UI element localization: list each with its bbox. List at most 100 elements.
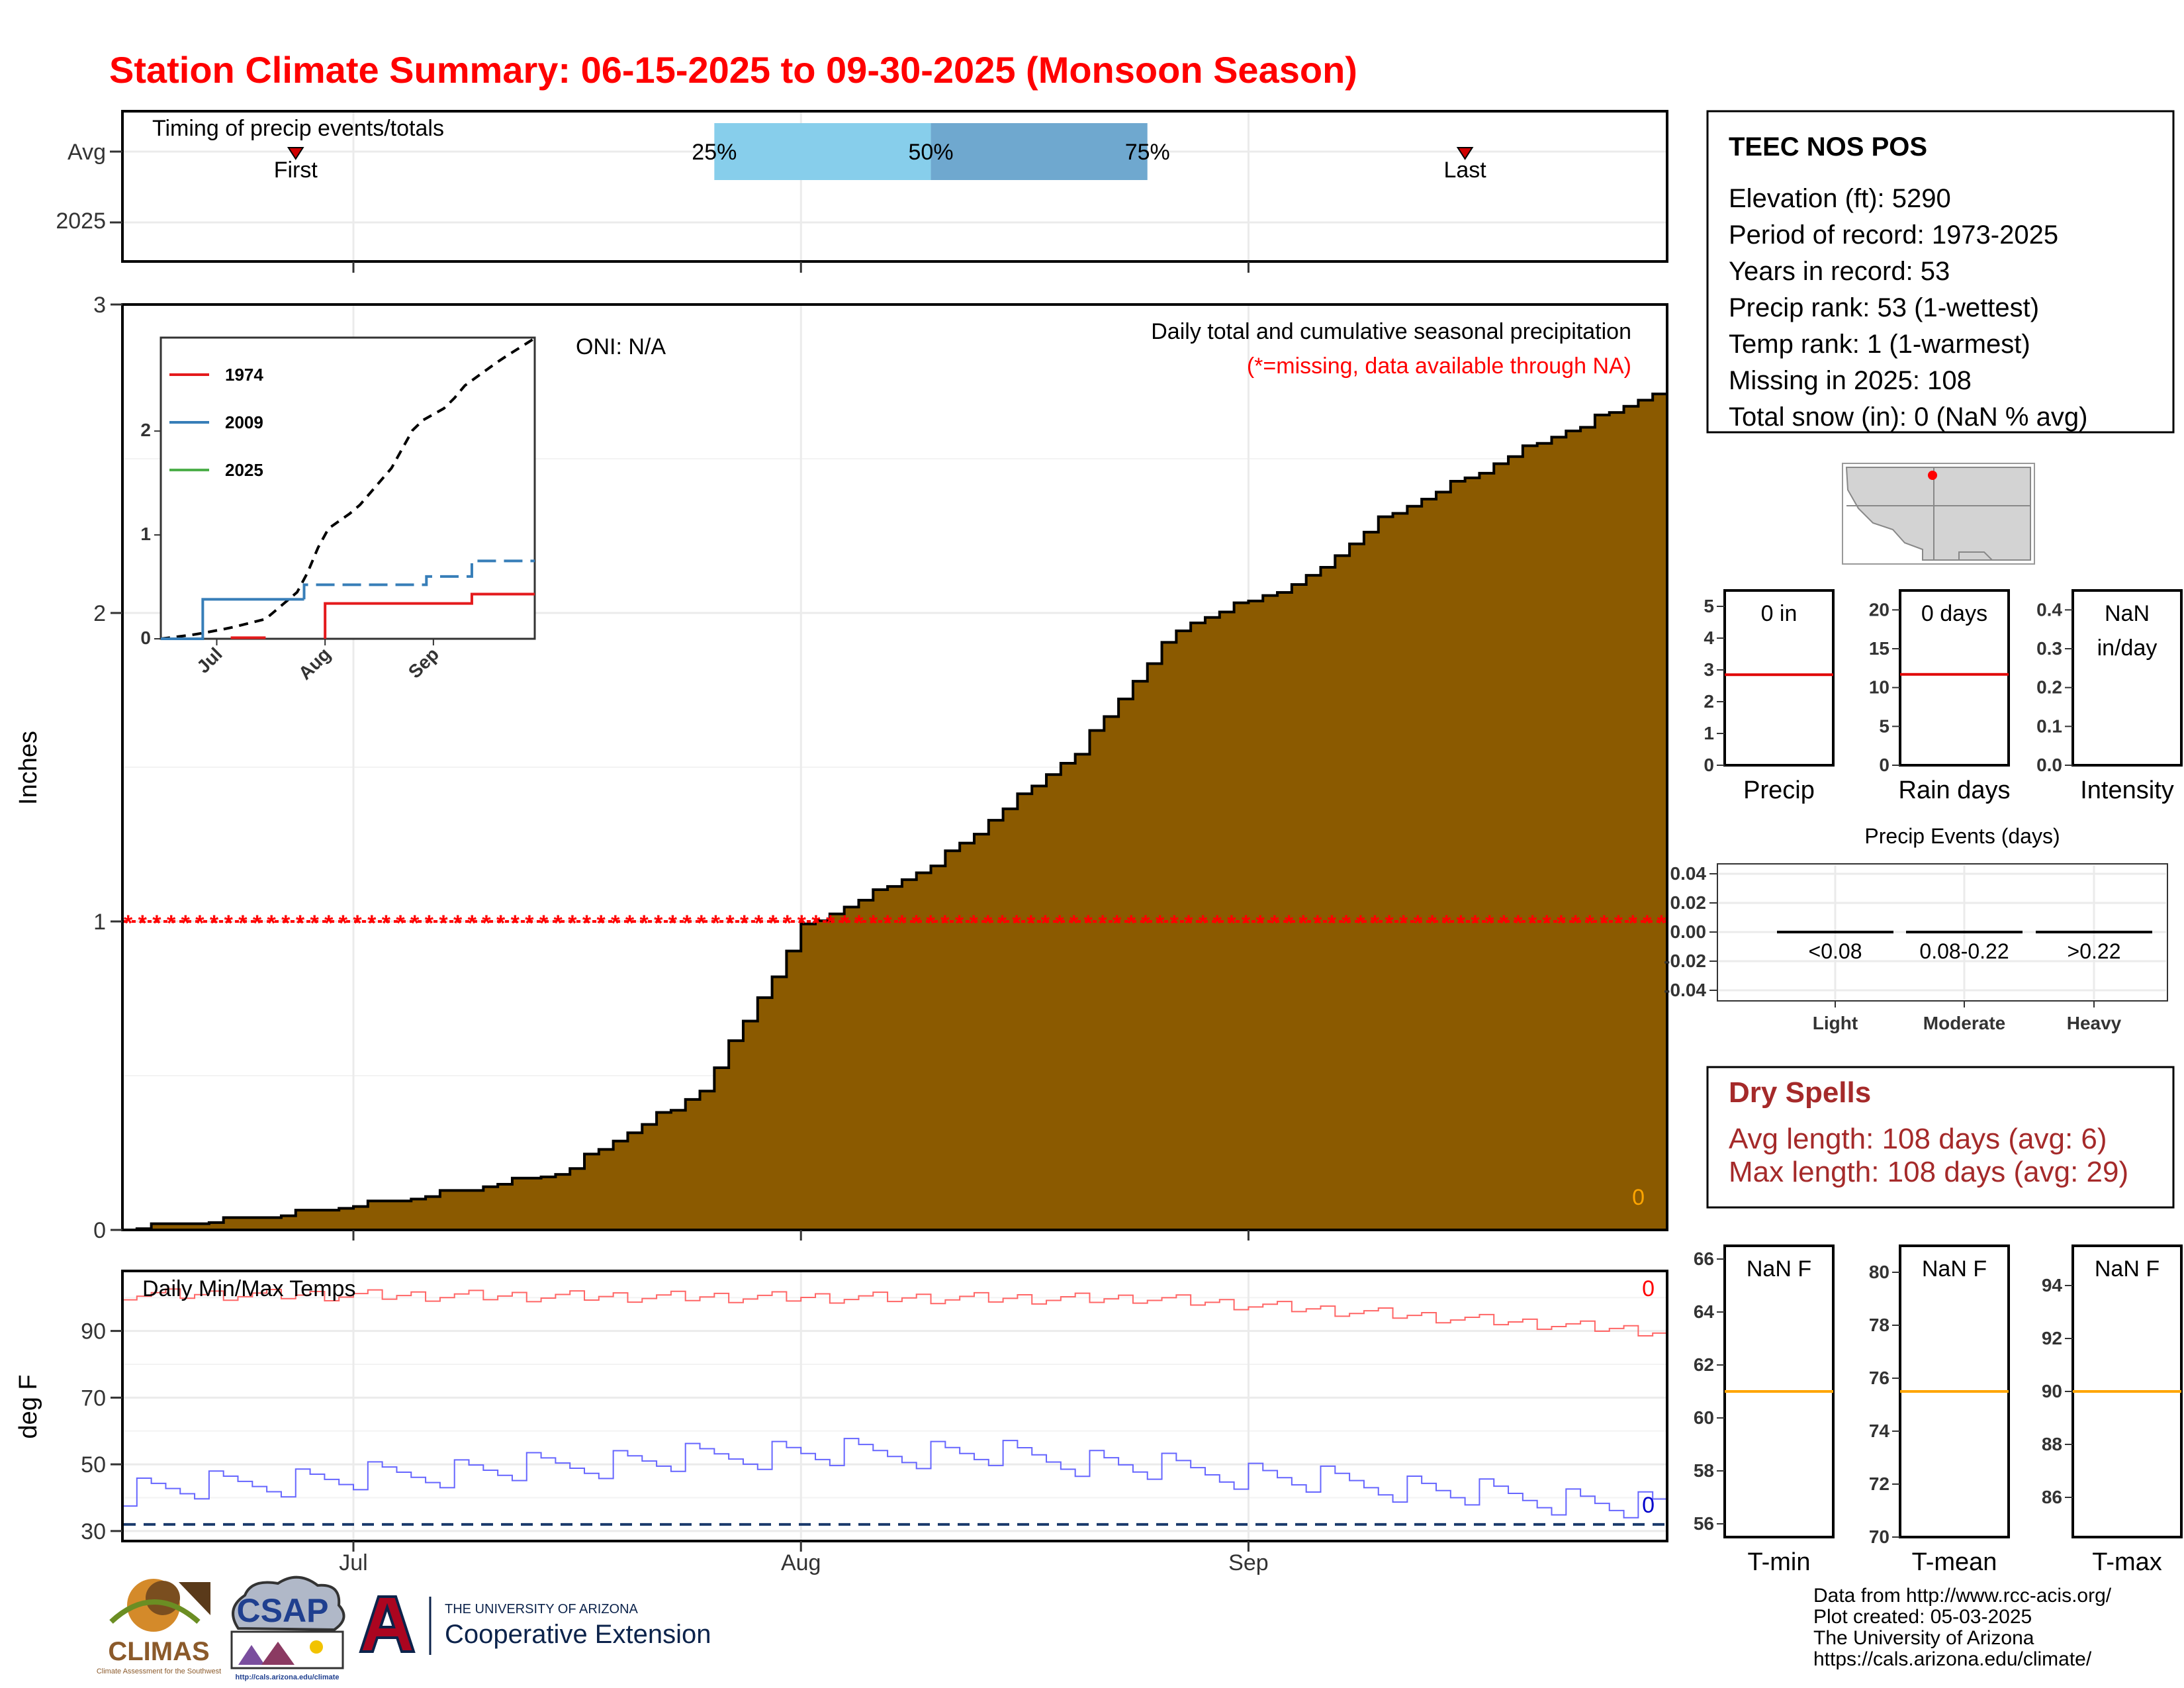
tmin-label: T-min [1748, 1548, 1811, 1576]
events-ytick: -0.02 [1664, 951, 1706, 971]
rain-days-ytick: 15 [1869, 638, 1889, 659]
events-range-label: >0.22 [2068, 939, 2121, 963]
precip-bar-panel: 0 1 2 3 4 5 0 in Precip [1704, 589, 1835, 804]
tmean-ytick: 76 [1869, 1368, 1889, 1388]
tmin-value: NaN F [1747, 1256, 1811, 1282]
events-ytick: -0.04 [1664, 980, 1706, 1000]
timing-panel: Timing of precip events/totals Avg 2025 … [56, 110, 1668, 273]
cumulative-precip-area [122, 384, 1668, 1231]
tmin-ytick: 62 [1694, 1354, 1714, 1375]
tmax-ytick: 86 [2042, 1487, 2062, 1507]
last-event-label: Last [1443, 158, 1486, 183]
tmax-ytick: 94 [2042, 1275, 2063, 1295]
tmax-ytick: 90 [2042, 1381, 2062, 1401]
dry-spells-avg: Avg length: 108 days (avg: 6) [1729, 1123, 2107, 1155]
footer-line-4: https://cals.arizona.edu/climate/ [1813, 1648, 2092, 1670]
climas-logo-subtext: Climate Assessment for the Southwest [97, 1667, 221, 1675]
tmean-value: NaN F [1922, 1256, 1987, 1282]
rain-days-ytick: 20 [1869, 599, 1889, 620]
precip-ytick: 3 [1704, 659, 1714, 680]
date-xtick: Sep [1228, 1550, 1269, 1575]
precip-zero-label: 0 [1632, 1185, 1645, 1210]
intensity-ytick: 0.0 [2036, 755, 2062, 775]
temps-ytick: 90 [81, 1319, 106, 1344]
inset-2009-line [161, 598, 304, 640]
precip-value: 0 in [1761, 601, 1797, 626]
events-range-label: <0.08 [1809, 939, 1862, 963]
tmean-ytick: 80 [1869, 1262, 1889, 1282]
events-ytick: 0.02 [1670, 892, 1707, 913]
temps-title: Daily Min/Max Temps [142, 1276, 355, 1301]
dry-spells-max: Max length: 108 days (avg: 29) [1729, 1156, 2128, 1188]
csap-logo: CSAP http://cals.arizona.edu/climate [230, 1575, 345, 1681]
tmax-ytick: 88 [2042, 1434, 2062, 1454]
quartile-75-label: 75% [1125, 140, 1170, 165]
intensity-ytick: 0.2 [2036, 677, 2062, 698]
first-event-marker [287, 147, 304, 160]
ua-logo-bottom: Cooperative Extension [445, 1620, 711, 1649]
climas-logo: CLIMAS Climate Assessment for the Southw… [97, 1579, 221, 1675]
climas-logo-text: CLIMAS [108, 1637, 209, 1666]
dry-spells-title: Dry Spells [1729, 1076, 1871, 1109]
events-ytick: 0.04 [1670, 863, 1707, 884]
inset-average-line [160, 337, 536, 640]
tmax-value: NaN F [2095, 1256, 2160, 1282]
precip-panel: ****************************************… [15, 293, 1668, 1243]
station-years: Years in record: 53 [1729, 257, 1950, 286]
footer-line-1: Data from http://www.rcc-acis.org/ [1813, 1585, 2112, 1607]
missing-note: (*=missing, data available through NA) [1247, 353, 1631, 379]
timing-ylabel-avg: Avg [68, 140, 106, 165]
temperature-panel: Daily Min/Max Temps 0 0 30 50 70 90 Jul Aug S… [15, 1270, 1668, 1575]
temps-ytick: 50 [81, 1452, 106, 1477]
inset-ytick: 1 [140, 524, 151, 544]
timing-title: Timing of precip events/totals [152, 116, 444, 141]
inset-ytick: 0 [140, 628, 151, 648]
ua-extension-logo: THE UNIVERSITY OF ARIZONA Cooperative Ex… [359, 1595, 711, 1655]
inset-2009-line-future [302, 559, 535, 600]
rain-days-ytick: 5 [1879, 716, 1889, 736]
station-missing: Missing in 2025: 108 [1729, 366, 1972, 395]
rain-days-ytick: 10 [1869, 677, 1889, 698]
station-period: Period of record: 1973-2025 [1729, 220, 2058, 250]
tmax-zero-label: 0 [1642, 1276, 1655, 1301]
intensity-value-unit: in/day [2097, 635, 2158, 661]
tmean-ytick: 72 [1869, 1474, 1889, 1494]
station-name: TEEC NOS POS [1729, 132, 1927, 162]
station-snow: Total snow (in): 0 (NaN % avg) [1729, 402, 2087, 432]
station-info-box: TEEC NOS POS Elevation (ft): 5290 Period… [1706, 110, 2175, 434]
precip-ytick: 2 [1704, 691, 1714, 712]
tmin-bar-panel: 56 58 60 62 64 66 NaN F T-min [1694, 1244, 1835, 1576]
tmin-ytick: 58 [1694, 1460, 1714, 1481]
temps-ytick: 30 [81, 1519, 106, 1544]
intensity-label: Intensity [2080, 776, 2174, 804]
inset-legend-label: 1974 [225, 365, 263, 385]
station-temp-rank: Temp rank: 1 (1-warmest) [1729, 330, 2030, 359]
precip-events-title: Precip Events (days) [1864, 824, 2060, 848]
precip-ytick: 4 [1704, 628, 1714, 648]
station-precip-rank: Precip rank: 53 (1-wettest) [1729, 293, 2039, 322]
inset-1974-line [230, 592, 535, 639]
tmin-ytick: 66 [1694, 1248, 1714, 1269]
inset-legend-label: 2009 [225, 412, 263, 432]
oni-label: ONI: N/A [576, 334, 666, 359]
precip-ytick: 1 [1704, 723, 1714, 743]
timing-ylabel-2025: 2025 [56, 209, 106, 234]
precip-events-panel: Precip Events (days) 0.04 0.02 0.00 -0.02 -0… [1664, 824, 2168, 1033]
footer-line-2: Plot created: 05-03-2025 [1813, 1606, 2032, 1628]
rain-days-value: 0 days [1921, 601, 1987, 626]
quartile-25-50-bar [714, 123, 931, 180]
footer-line-3: The University of Arizona [1813, 1627, 2034, 1649]
dry-spells-box: Dry Spells Avg length: 108 days (avg: 6)… [1706, 1066, 2175, 1209]
csap-logo-url: http://cals.arizona.edu/climate [235, 1673, 339, 1681]
events-ytick: 0.00 [1670, 921, 1707, 942]
intensity-ytick: 0.3 [2036, 638, 2062, 659]
quartile-50-75-bar [931, 123, 1148, 180]
precip-ytick: 5 [1704, 596, 1714, 616]
quartile-25-label: 25% [692, 140, 737, 165]
precip-ytick: 2 [93, 601, 106, 626]
rain-days-bar-panel: 0 5 10 15 20 0 days Rain days [1869, 589, 2010, 804]
csap-logo-text: CSAP [237, 1592, 329, 1629]
tmean-ytick: 74 [1869, 1421, 1890, 1441]
